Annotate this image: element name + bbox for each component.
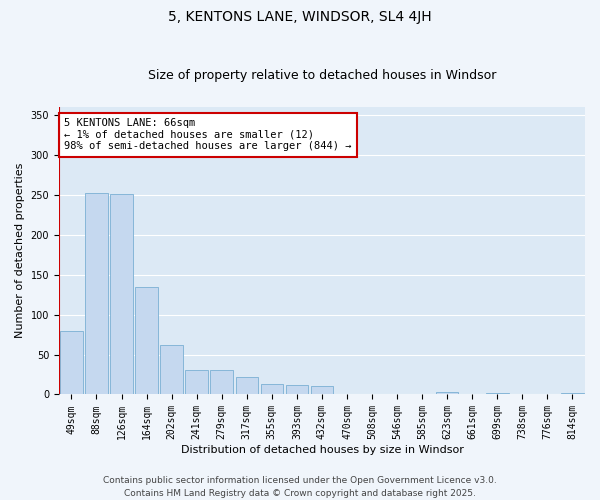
Bar	[436, 392, 458, 394]
Text: 5 KENTONS LANE: 66sqm
← 1% of detached houses are smaller (12)
98% of semi-detac: 5 KENTONS LANE: 66sqm ← 1% of detached h…	[64, 118, 352, 152]
Bar	[136, 288, 158, 395]
X-axis label: Distribution of detached houses by size in Windsor: Distribution of detached houses by size …	[181, 445, 463, 455]
Bar	[185, 370, 208, 394]
Bar	[286, 385, 308, 394]
Title: Size of property relative to detached houses in Windsor: Size of property relative to detached ho…	[148, 69, 496, 82]
Bar	[486, 393, 509, 394]
Text: Contains HM Land Registry data © Crown copyright and database right 2025.: Contains HM Land Registry data © Crown c…	[124, 488, 476, 498]
Bar	[260, 384, 283, 394]
Text: 5, KENTONS LANE, WINDSOR, SL4 4JH: 5, KENTONS LANE, WINDSOR, SL4 4JH	[168, 10, 432, 24]
Bar	[160, 345, 183, 395]
Text: Contains public sector information licensed under the Open Government Licence v3: Contains public sector information licen…	[103, 476, 497, 485]
Bar	[211, 370, 233, 394]
Bar	[110, 194, 133, 394]
Bar	[236, 377, 258, 394]
Bar	[85, 193, 108, 394]
Bar	[311, 386, 333, 394]
Bar	[561, 393, 584, 394]
Bar	[60, 332, 83, 394]
Y-axis label: Number of detached properties: Number of detached properties	[15, 163, 25, 338]
